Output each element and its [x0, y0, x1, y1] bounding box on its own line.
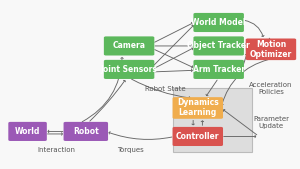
Text: Motion
Optimizer: Motion Optimizer	[250, 40, 292, 59]
FancyBboxPatch shape	[194, 13, 244, 32]
Text: World: World	[15, 127, 40, 136]
FancyBboxPatch shape	[172, 97, 223, 119]
FancyBboxPatch shape	[8, 122, 47, 141]
FancyBboxPatch shape	[194, 36, 244, 55]
Text: Robot State: Robot State	[145, 86, 185, 92]
FancyBboxPatch shape	[194, 60, 244, 79]
Text: Arm Tracker: Arm Tracker	[193, 65, 245, 74]
Text: Dynamics
Learning: Dynamics Learning	[177, 98, 219, 117]
Text: Camera: Camera	[112, 41, 146, 51]
FancyBboxPatch shape	[173, 88, 252, 152]
Text: Robot: Robot	[73, 127, 99, 136]
FancyBboxPatch shape	[104, 60, 154, 79]
Text: Interaction: Interaction	[37, 147, 75, 153]
Text: Torques: Torques	[117, 147, 144, 153]
Text: Joint Sensors: Joint Sensors	[101, 65, 158, 74]
FancyBboxPatch shape	[246, 39, 296, 60]
Text: Acceleration
Policies: Acceleration Policies	[249, 82, 293, 95]
Text: Controller: Controller	[176, 132, 220, 141]
FancyBboxPatch shape	[104, 36, 154, 55]
Text: World Model: World Model	[191, 18, 246, 27]
FancyBboxPatch shape	[64, 122, 108, 141]
Text: Parameter
Update: Parameter Update	[253, 116, 289, 129]
FancyBboxPatch shape	[172, 127, 223, 146]
Text: Object Tracker: Object Tracker	[187, 41, 250, 51]
